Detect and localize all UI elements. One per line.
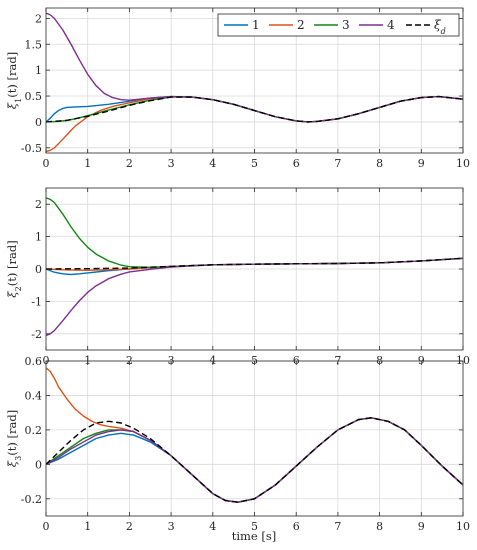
- y-tick-label: 1: [35, 231, 42, 244]
- x-tick-label: 1: [84, 157, 91, 170]
- legend-label-2: 2: [297, 18, 305, 32]
- y-tick-label: 0.2: [25, 424, 43, 437]
- y-tick-label: 0.4: [25, 389, 43, 402]
- x-tick-label: 6: [293, 157, 300, 170]
- series-line-xi-d: [46, 257, 463, 270]
- x-tick-label: 1: [84, 520, 91, 533]
- series-line-xi-d: [46, 417, 463, 503]
- x-tick-label: 4: [209, 354, 216, 367]
- plot-panel-xi3: 0 1 2 3 4 5 6 7 8 9 10-0.200.20.40.6ξ3(t) [rad]: [5, 355, 470, 533]
- y-tick-label: -1: [31, 295, 42, 308]
- y-tick-label: 0: [35, 116, 42, 129]
- legend-box: [217, 13, 460, 37]
- x-tick-label: 3: [168, 520, 175, 533]
- legend-label-4: 4: [387, 18, 395, 32]
- x-tick-label: 8: [376, 157, 383, 170]
- y-tick-label: 0: [35, 263, 42, 276]
- x-tick-label: 2: [126, 157, 133, 170]
- x-tick-label: 5: [251, 354, 258, 367]
- y-tick-label: 1.5: [25, 38, 43, 51]
- x-tick-label: 7: [334, 157, 341, 170]
- y-tick-label: 0.5: [25, 90, 43, 103]
- y-axis-label: ξ1(t) [rad]: [5, 52, 23, 109]
- legend-label-1: 1: [252, 18, 260, 32]
- x-tick-label: 9: [418, 354, 425, 367]
- x-tick-label: 3: [168, 157, 175, 170]
- y-tick-label: 2: [35, 198, 42, 211]
- x-axis-label: time [s]: [232, 529, 277, 543]
- y-tick-label: 1: [35, 64, 42, 77]
- series-line-xi-d: [46, 95, 463, 123]
- x-tick-label: 8: [376, 354, 383, 367]
- x-tick-label: 2: [126, 520, 133, 533]
- x-tick-label: 2: [126, 354, 133, 367]
- x-tick-label: 10: [456, 520, 470, 533]
- y-tick-label: 2: [35, 12, 42, 25]
- y-tick-label: -2: [31, 328, 42, 341]
- x-tick-label: 6: [293, 354, 300, 367]
- x-tick-label: 10: [456, 354, 470, 367]
- x-tick-label: 5: [251, 157, 258, 170]
- y-axis-label: ξ2(t) [rad]: [5, 240, 23, 297]
- x-tick-label: 9: [418, 520, 425, 533]
- x-tick-label: 7: [334, 354, 341, 367]
- x-tick-label: 5: [251, 520, 258, 533]
- x-tick-label: 3: [168, 354, 175, 367]
- x-tick-label: 10: [456, 157, 470, 170]
- plot-panel-xi2: 0 1 2 3 4 5 6 7 8 9 10 -2 -1 0 1 2 ξ2(t) [rad]: [5, 187, 470, 367]
- y-axis-label: ξ3(t) [rad]: [5, 410, 23, 467]
- x-tick-label: 6: [293, 520, 300, 533]
- legend-label-xi-d: ξd: [434, 18, 446, 36]
- x-tick-label: 0: [43, 520, 50, 533]
- x-tick-label: 4: [209, 157, 216, 170]
- x-tick-label: 0: [43, 354, 50, 367]
- x-tick-label: 8: [376, 520, 383, 533]
- y-tick-label: -0.2: [21, 493, 42, 506]
- x-tick-label: 9: [418, 157, 425, 170]
- x-tick-label: 4: [209, 520, 216, 533]
- x-tick-label: 0: [43, 157, 50, 170]
- y-tick-label: 0: [35, 458, 42, 471]
- x-tick-label: 1: [84, 354, 91, 367]
- y-tick-label: -0.5: [21, 142, 42, 155]
- legend: 1 2 3 4 ξd: [217, 13, 460, 37]
- legend-label-3: 3: [342, 18, 350, 32]
- y-tick-label: 0.6: [25, 355, 43, 368]
- x-tick-label: 7: [334, 520, 341, 533]
